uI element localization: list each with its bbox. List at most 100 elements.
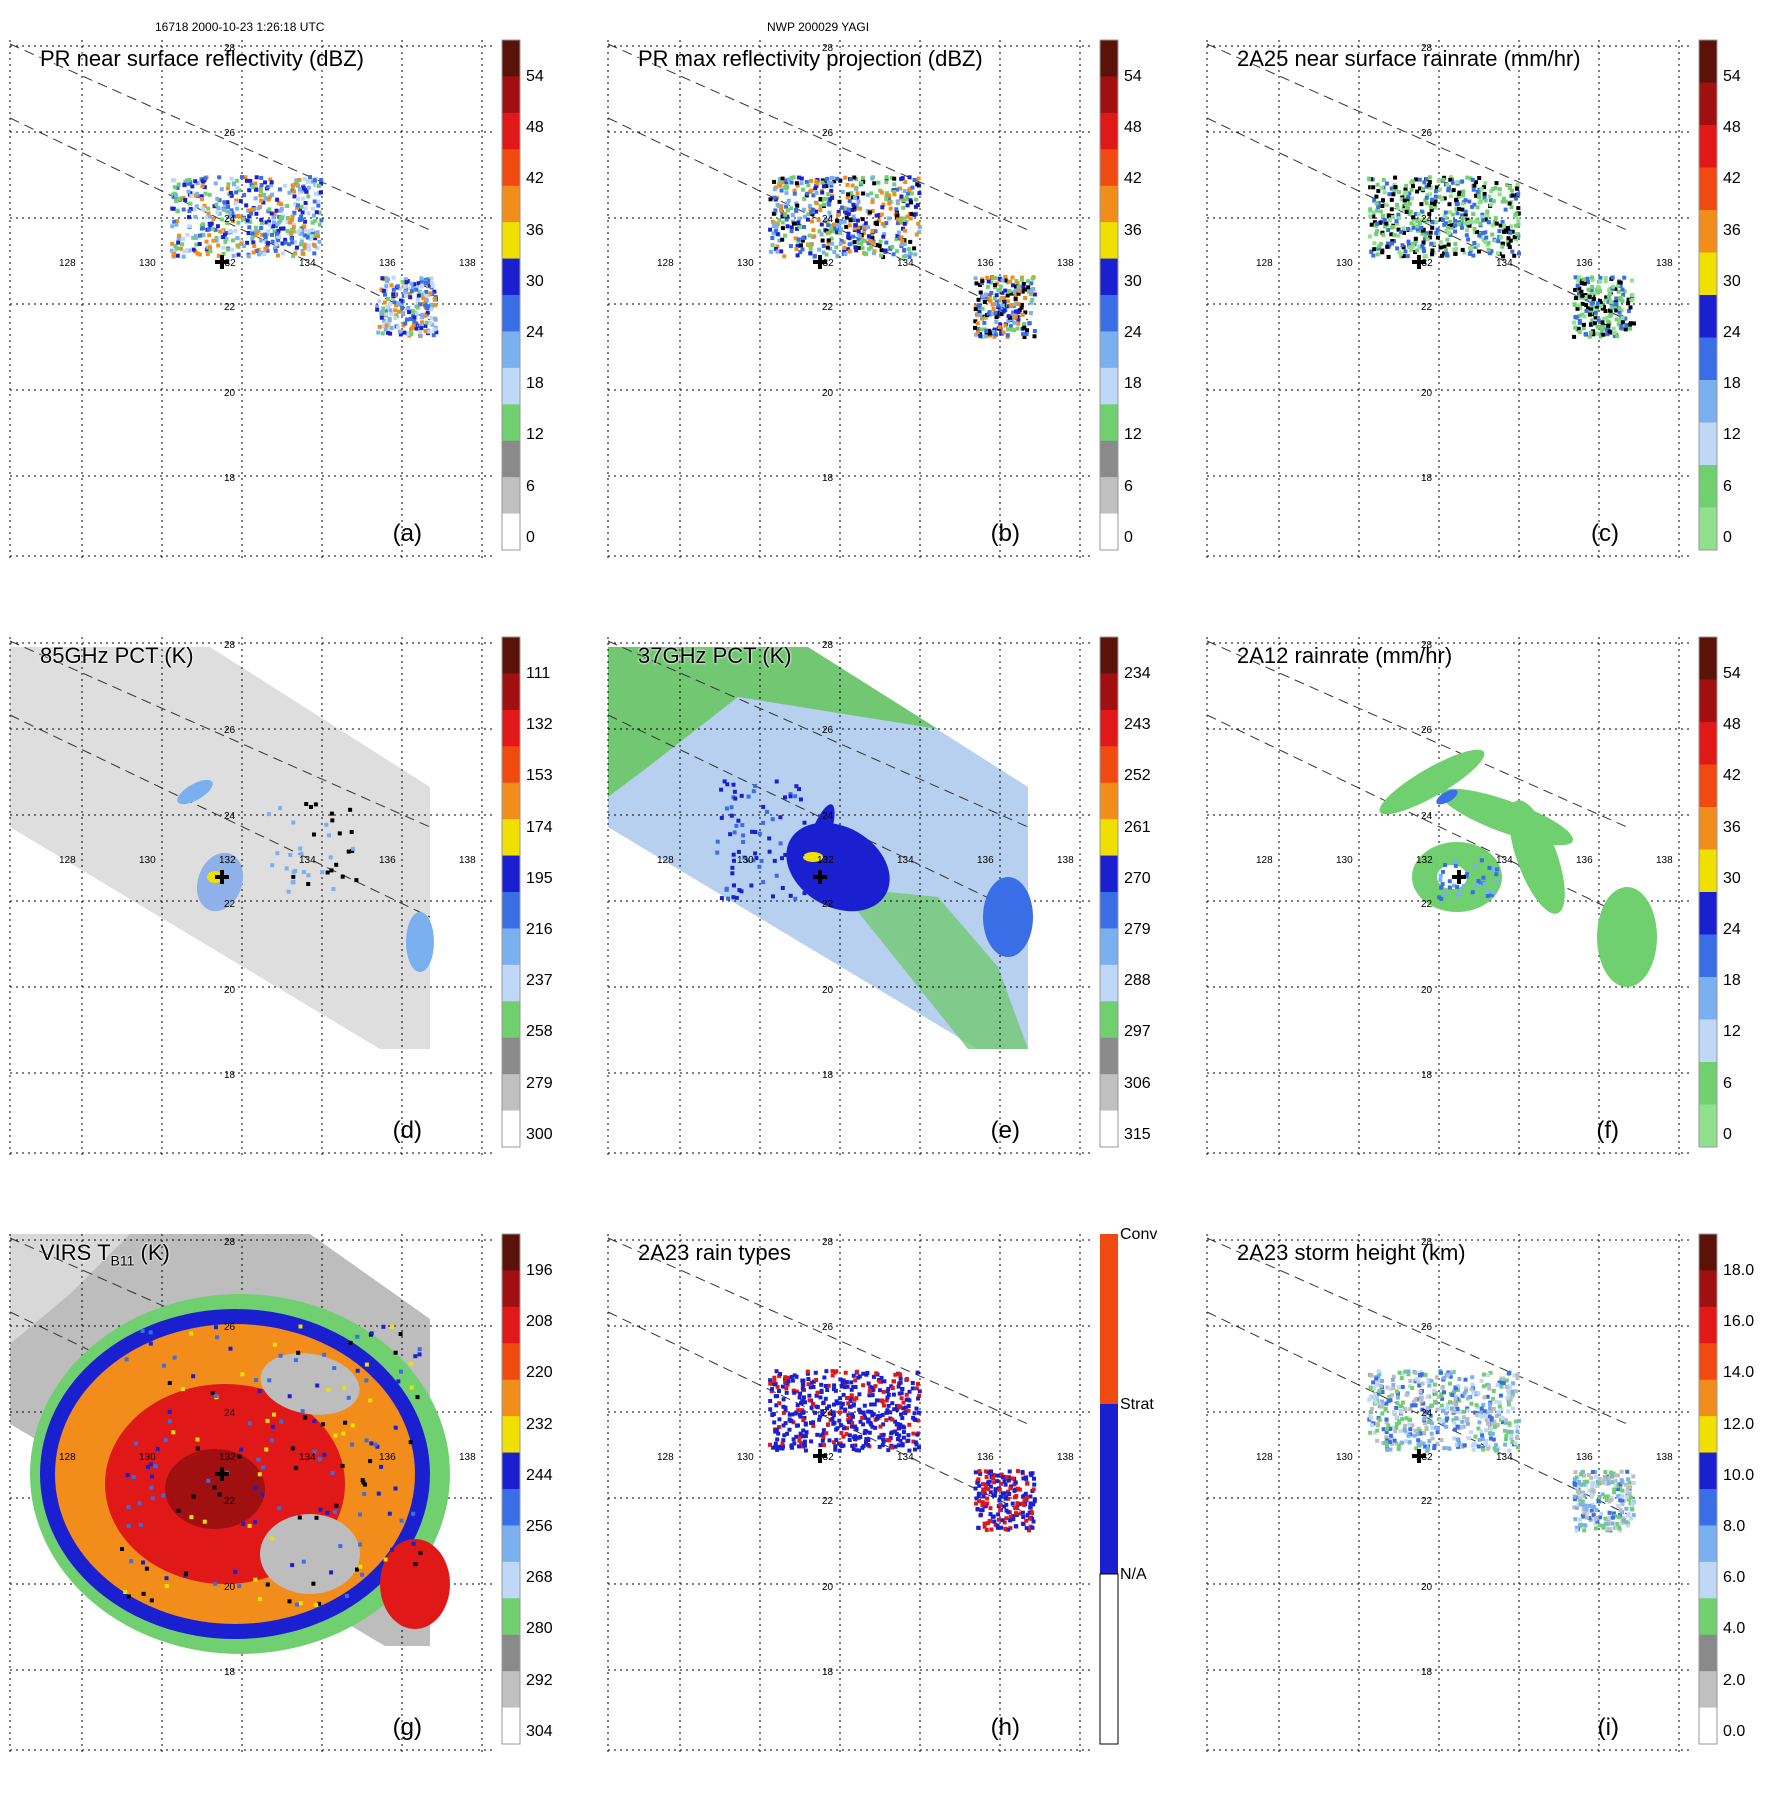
lon-label: 132 [1416,855,1433,866]
lat-label: 22 [1421,899,1433,910]
swath-edge-lines [607,640,1029,918]
lat-label: 18 [224,1667,236,1678]
lat-label: 26 [1421,725,1433,736]
colorbar [1698,636,1718,1148]
panel-f-map [1206,636,1718,1157]
colorbar-tick: 18 [1124,375,1142,393]
colorbar-tick: 220 [526,1364,553,1382]
colorbar-tick: 30 [1124,272,1142,290]
lat-label: 22 [822,1496,834,1507]
lat-label: 26 [822,1322,834,1333]
panel-b-map [607,39,1119,560]
panel-d-title: 85GHz PCT (K) [40,643,194,668]
colorbar-tick: 12 [526,426,544,444]
lon-label: 134 [897,258,914,269]
panel-h: 2A23 rain types (h) Conv Strat N/A 28 26 24 22 20… [607,1226,1168,1794]
lat-label: 28 [224,43,236,54]
precip-echo-north [768,175,922,259]
colorbar-tick: 306 [1124,1074,1151,1092]
colorbar-tick: 0 [1723,1125,1732,1143]
colorbar-tick: 10.0 [1723,1466,1755,1484]
lon-label: 136 [379,855,396,866]
colorbar-tick: 30 [1723,869,1741,887]
lon-label: 136 [977,258,994,269]
lon-label: 134 [299,855,316,866]
storm-center-marker [1452,870,1466,884]
graticule [1206,1234,1689,1754]
colorbar-tick: 304 [526,1722,553,1740]
lat-label: 28 [822,43,834,54]
lon-label: 128 [1256,258,1273,269]
colorbar-tick: 6.0 [1723,1569,1746,1587]
storm-center-marker [813,1449,827,1463]
precip-echo-east [1572,1469,1636,1533]
lat-label: 24 [1421,811,1433,822]
colorbar-tick: 48 [1124,119,1142,137]
lat-label: 24 [1421,214,1433,225]
lon-label: 132 [817,1452,834,1463]
lat-label: 26 [822,725,834,736]
colorbar-tick: 244 [526,1466,553,1484]
panel-h-map [607,1234,1119,1754]
graticule [607,637,1090,1157]
lon-label: 138 [459,1452,476,1463]
lat-label: 28 [224,640,236,651]
colorbar-tick: 0 [526,528,535,546]
lat-label: 28 [224,1237,236,1248]
lat-label: 18 [822,1070,834,1081]
colorbar [501,39,521,551]
colorbar-tick: 208 [526,1313,553,1331]
colorbar-tick: 42 [1723,767,1741,785]
panel-g-label: (g) [392,1714,422,1741]
lon-label: 138 [459,258,476,269]
panel-d-map [9,636,521,1157]
colorbar-tick: 237 [526,972,553,990]
colorbar-tick: 2.0 [1723,1671,1746,1689]
lon-label: 134 [1496,855,1513,866]
colorbar-tick: 24 [1124,324,1142,341]
lat-label: 24 [822,214,834,225]
colorbar-tick: 54 [1723,68,1741,85]
colorbar-tick: 36 [1723,818,1741,836]
storm-header: NWP 200029 YAGI [767,20,870,34]
swath-edge-lines [607,1237,1029,1515]
colorbar-tick: 12 [1723,426,1741,444]
lat-label: 18 [1421,1070,1433,1081]
lon-label: 130 [1336,855,1353,866]
lat-label: 22 [224,302,236,313]
colorbar-tick: 268 [526,1569,553,1587]
colorbar-tick: 48 [1723,716,1741,734]
colorbar-tick: 174 [526,818,553,836]
colorbar-tick: 243 [1124,716,1151,734]
panel-c-map [1206,39,1718,560]
colorbar-tick: 234 [1124,665,1151,682]
lat-label: 26 [1421,1322,1433,1333]
lon-label: 132 [219,258,236,269]
lat-label: 24 [224,811,236,822]
lat-label: 20 [224,1582,236,1593]
colorbar-tick: 54 [1723,665,1741,682]
colorbar [1099,636,1119,1148]
colorbar-tick: 18 [1723,972,1741,990]
lon-label: 134 [1496,1452,1513,1463]
panel-d-label: (d) [392,1117,422,1144]
lat-label: 28 [822,640,834,651]
lon-label: 134 [299,1452,316,1463]
lat-label: 18 [224,1070,236,1081]
precip-echo-east [1572,275,1636,339]
lat-label: 28 [1421,640,1433,651]
swath-edge-lines [1206,43,1628,321]
colorbar-label: Conv [1120,1226,1158,1243]
colorbar-label: N/A [1120,1566,1147,1583]
colorbar-tick: 42 [1124,170,1142,188]
swath-background [10,647,430,1049]
colorbar-tick: 18 [1723,375,1741,393]
lon-label: 128 [657,855,674,866]
swath-edge-lines [9,43,431,321]
lon-label: 132 [817,855,834,866]
colorbar-tick: 252 [1124,767,1151,785]
colorbar-tick: 256 [526,1518,553,1535]
storm-center-marker [1412,255,1426,269]
panel-d: 85GHz PCT (K) (d) 111 132 153 174 195 216 237 258… [9,636,570,1197]
colorbar-tick: 54 [1124,68,1142,85]
